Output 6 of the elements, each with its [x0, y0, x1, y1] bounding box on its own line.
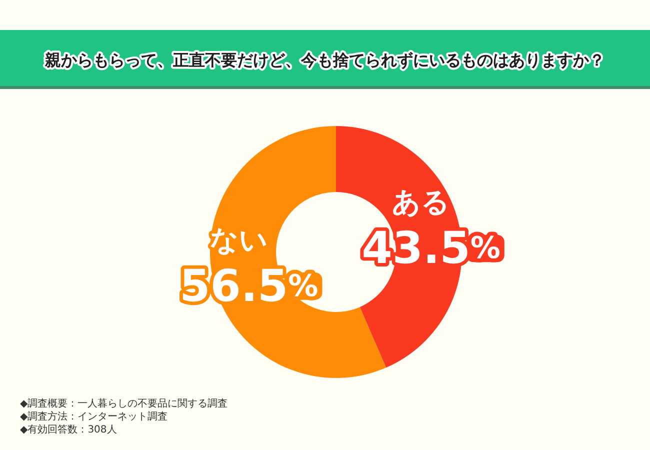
note: ◆調査概要：一人暮らしの不要品に関する調査 — [20, 398, 228, 410]
note: ◆有効回答数：308人 — [20, 424, 117, 436]
category-label: ない — [210, 223, 268, 256]
note: ◆調査方法：インターネット調査 — [20, 412, 168, 422]
title: 親からもらって、正直不要だけど、今も捨てられずにいるものはありますか？ — [45, 50, 605, 70]
category-label: ある — [392, 186, 450, 219]
